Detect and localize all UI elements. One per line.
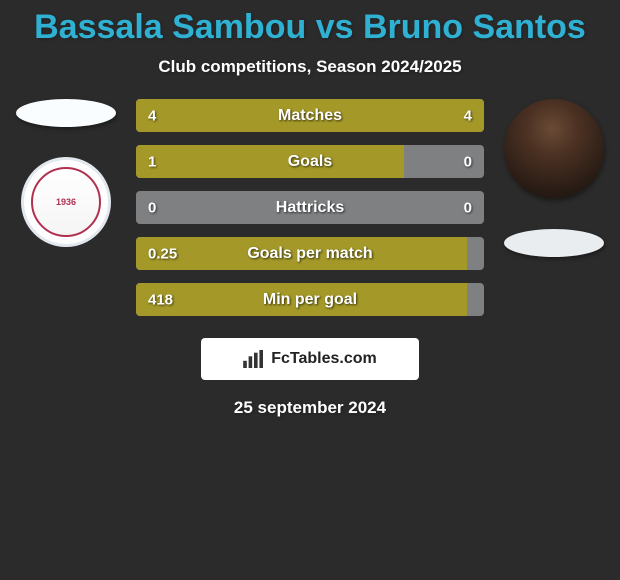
value-right: 0	[464, 199, 472, 216]
bar-label: Matches	[278, 107, 342, 125]
source-credit: FcTables.com	[201, 338, 419, 380]
source-text: FcTables.com	[271, 350, 377, 368]
player-right-club-placeholder	[504, 229, 604, 257]
bar-label: Min per goal	[263, 291, 357, 309]
value-left: 1	[148, 153, 156, 170]
bar-left-fill	[136, 145, 404, 178]
page-title: Bassala Sambou vs Bruno Santos	[0, 0, 620, 47]
club-year-text: 1936	[56, 198, 76, 207]
bar-label: Goals per match	[247, 245, 372, 263]
stat-row: 418 Min per goal	[136, 283, 484, 316]
stat-row: 0 0 Hattricks	[136, 191, 484, 224]
subtitle: Club competitions, Season 2024/2025	[0, 57, 620, 77]
player-right-column	[494, 99, 614, 257]
bar-chart-icon	[243, 350, 265, 368]
content-row: 1936 4 4 Matches 1 0 Goals 0 0 Hattricks 0.25 Goal…	[0, 99, 620, 316]
value-left: 0	[148, 199, 156, 216]
bar-label: Hattricks	[276, 199, 344, 217]
stat-row: 1 0 Goals	[136, 145, 484, 178]
club-badge-inner: 1936	[31, 167, 101, 237]
bar-label: Goals	[288, 153, 332, 171]
value-right: 0	[464, 153, 472, 170]
value-left: 0.25	[148, 245, 177, 262]
stat-row: 0.25 Goals per match	[136, 237, 484, 270]
player-left-photo-placeholder	[16, 99, 116, 127]
player-left-club-badge: 1936	[21, 157, 111, 247]
value-left: 418	[148, 291, 173, 308]
comparison-card: Bassala Sambou vs Bruno Santos Club comp…	[0, 0, 620, 580]
stat-row: 4 4 Matches	[136, 99, 484, 132]
value-left: 4	[148, 107, 156, 124]
player-right-photo	[504, 99, 604, 199]
stats-bars: 4 4 Matches 1 0 Goals 0 0 Hattricks 0.25 Goals per…	[136, 99, 484, 316]
value-right: 4	[464, 107, 472, 124]
player-left-column: 1936	[6, 99, 126, 247]
date-text: 25 september 2024	[0, 398, 620, 418]
